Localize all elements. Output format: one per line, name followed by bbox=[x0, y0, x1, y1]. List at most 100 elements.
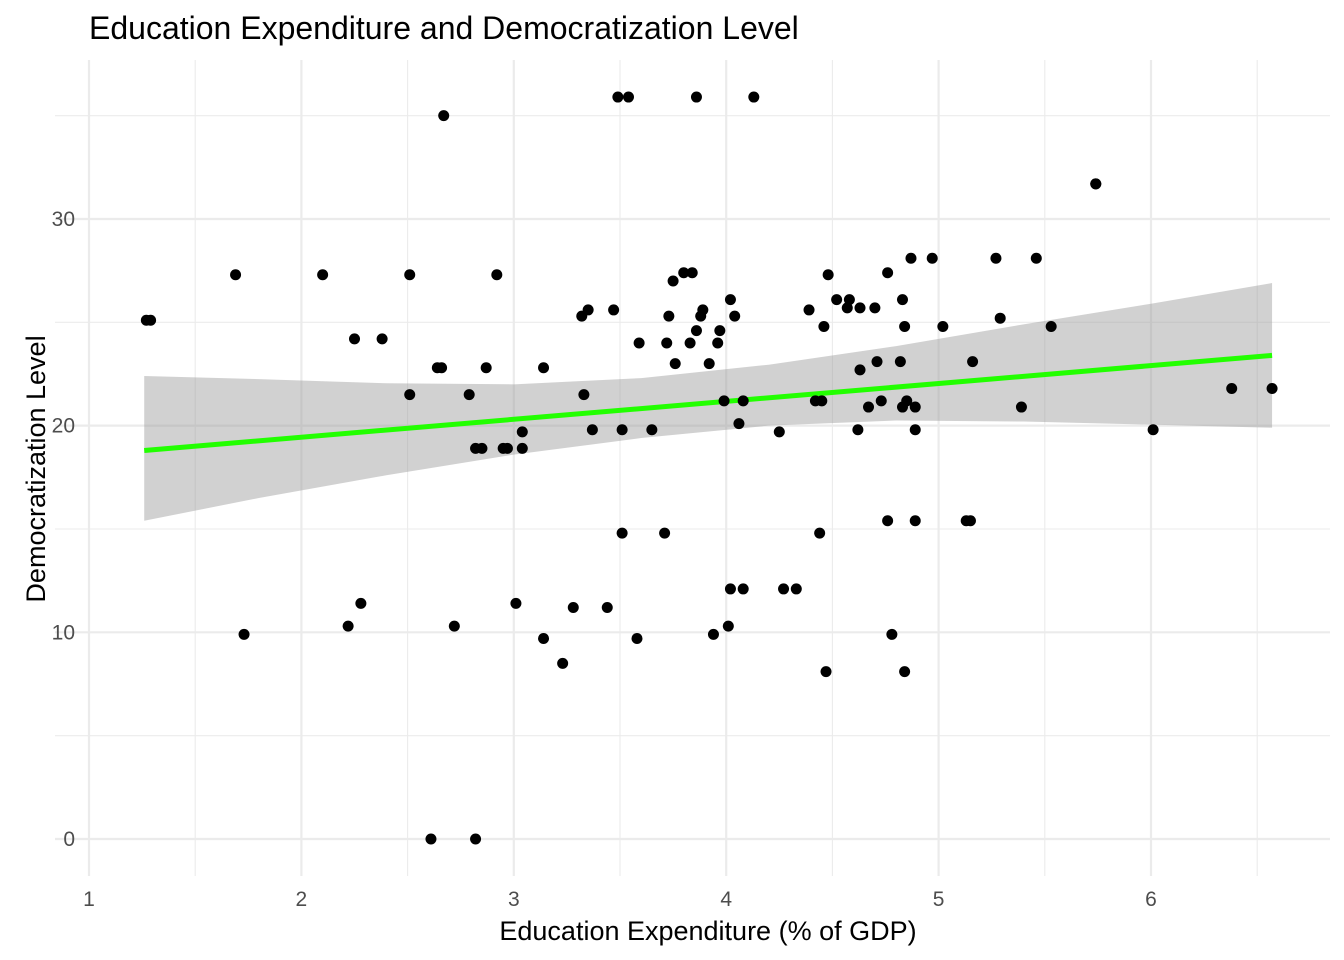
data-point bbox=[317, 269, 329, 281]
x-tick-label: 6 bbox=[1145, 888, 1157, 911]
data-point bbox=[538, 362, 550, 374]
data-point bbox=[964, 515, 976, 527]
data-point bbox=[616, 527, 628, 539]
y-tick-label: 20 bbox=[52, 415, 75, 438]
data-point bbox=[355, 597, 367, 609]
data-point bbox=[733, 418, 745, 430]
data-point bbox=[476, 442, 488, 454]
data-point bbox=[814, 527, 826, 539]
data-point bbox=[616, 424, 628, 436]
data-point bbox=[909, 424, 921, 436]
data-point bbox=[778, 583, 790, 595]
data-point bbox=[145, 314, 157, 326]
y-tick-label: 30 bbox=[52, 208, 75, 231]
data-point bbox=[748, 91, 760, 103]
data-point bbox=[404, 269, 416, 281]
data-point bbox=[854, 302, 866, 314]
data-point bbox=[622, 91, 634, 103]
data-point bbox=[448, 620, 460, 632]
data-point bbox=[712, 337, 724, 349]
chart-title: Education Expenditure and Democratizatio… bbox=[89, 10, 799, 46]
data-point bbox=[869, 302, 881, 314]
x-axis-ticks: 1 2 3 4 5 6 bbox=[83, 888, 1157, 911]
x-tick-label: 3 bbox=[508, 888, 520, 911]
y-axis-label: Democratization Level bbox=[21, 335, 51, 602]
data-point bbox=[690, 325, 702, 337]
data-point bbox=[894, 356, 906, 368]
data-point bbox=[425, 833, 437, 845]
data-point bbox=[886, 628, 898, 640]
data-point bbox=[230, 269, 242, 281]
data-point bbox=[852, 424, 864, 436]
data-point bbox=[737, 583, 749, 595]
grid-lines bbox=[55, 60, 1330, 876]
data-point bbox=[816, 395, 828, 407]
data-point bbox=[937, 320, 949, 332]
data-point bbox=[238, 628, 250, 640]
data-point bbox=[510, 597, 522, 609]
data-point bbox=[820, 666, 832, 678]
data-point bbox=[818, 320, 830, 332]
y-tick-label: 10 bbox=[52, 621, 75, 644]
data-point bbox=[905, 252, 917, 264]
data-point bbox=[663, 310, 675, 322]
data-point bbox=[773, 426, 785, 438]
data-point bbox=[463, 389, 475, 401]
y-tick-label: 0 bbox=[63, 828, 75, 851]
data-point bbox=[822, 269, 834, 281]
data-point bbox=[586, 424, 598, 436]
fit-line-group bbox=[144, 352, 1273, 453]
data-point bbox=[516, 426, 528, 438]
data-point bbox=[901, 395, 913, 407]
data-point bbox=[578, 389, 590, 401]
x-tick-label: 1 bbox=[83, 888, 95, 911]
data-point bbox=[376, 333, 388, 345]
data-point bbox=[438, 110, 450, 122]
data-point bbox=[667, 275, 679, 287]
x-axis-label: Education Expenditure (% of GDP) bbox=[499, 916, 916, 946]
data-point bbox=[790, 583, 802, 595]
data-point bbox=[686, 267, 698, 279]
x-tick-label: 4 bbox=[720, 888, 732, 911]
data-point bbox=[882, 515, 894, 527]
data-point bbox=[516, 442, 528, 454]
data-point bbox=[803, 304, 815, 316]
data-point bbox=[491, 269, 503, 281]
data-point bbox=[612, 91, 624, 103]
data-point bbox=[631, 633, 643, 645]
data-point bbox=[684, 337, 696, 349]
fit-line bbox=[144, 352, 1273, 453]
data-point bbox=[1030, 252, 1042, 264]
data-point bbox=[724, 583, 736, 595]
y-axis-ticks: 0 10 20 30 bbox=[52, 208, 75, 851]
data-point bbox=[729, 310, 741, 322]
data-point bbox=[582, 304, 594, 316]
data-point bbox=[896, 294, 908, 306]
data-point bbox=[501, 442, 513, 454]
data-point bbox=[678, 267, 690, 279]
data-point bbox=[722, 620, 734, 632]
data-point bbox=[342, 620, 354, 632]
data-point bbox=[854, 364, 866, 376]
data-point bbox=[724, 294, 736, 306]
data-point bbox=[557, 657, 569, 669]
data-point bbox=[538, 633, 550, 645]
data-point bbox=[831, 294, 843, 306]
data-point bbox=[714, 325, 726, 337]
data-point bbox=[871, 356, 883, 368]
data-point bbox=[909, 515, 921, 527]
data-point bbox=[718, 395, 730, 407]
data-point bbox=[349, 333, 360, 345]
data-point bbox=[661, 337, 673, 349]
data-point bbox=[1147, 424, 1159, 436]
x-tick-label: 5 bbox=[933, 888, 945, 911]
data-point bbox=[567, 602, 579, 614]
data-point bbox=[841, 302, 853, 314]
x-tick-label: 2 bbox=[296, 888, 308, 911]
data-points bbox=[140, 91, 1278, 845]
data-point bbox=[608, 304, 620, 316]
data-point bbox=[843, 294, 855, 306]
data-point bbox=[480, 362, 492, 374]
data-point bbox=[899, 666, 911, 678]
